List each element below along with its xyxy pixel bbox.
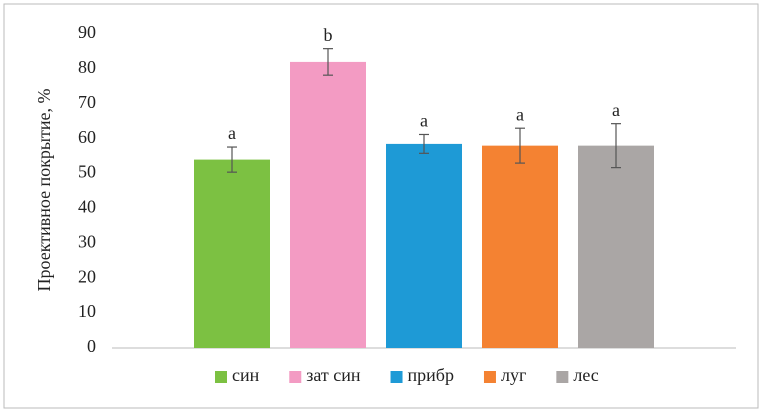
y-tick-label: 10 <box>78 301 96 321</box>
y-tick-label: 20 <box>78 266 96 286</box>
significance-letter: a <box>612 100 620 120</box>
legend-label: лес <box>573 365 598 385</box>
legend-swatch <box>556 371 569 383</box>
y-tick-label: 40 <box>78 197 96 217</box>
bar <box>482 145 558 348</box>
legend-label: прибр <box>408 365 454 385</box>
significance-letter: a <box>516 104 524 124</box>
legend-label: зат син <box>306 365 361 385</box>
y-tick-label: 60 <box>78 127 96 147</box>
significance-letter: a <box>420 111 428 131</box>
bar <box>386 143 462 348</box>
y-tick-label: 50 <box>78 162 96 182</box>
bar <box>578 145 654 348</box>
legend-swatch <box>483 371 496 383</box>
significance-letter: b <box>324 25 333 45</box>
y-tick-label: 30 <box>78 231 96 251</box>
y-tick-label: 90 <box>78 22 96 42</box>
y-tick-label: 0 <box>87 336 96 356</box>
y-tick-label: 70 <box>78 92 96 112</box>
chart-border <box>3 3 759 409</box>
bar <box>194 159 270 348</box>
legend-label: луг <box>501 365 526 385</box>
legend-swatch <box>289 371 302 383</box>
legend-swatch <box>390 371 403 383</box>
y-tick-label: 80 <box>78 57 96 77</box>
legend-label: син <box>232 365 260 385</box>
significance-letter: a <box>228 123 236 143</box>
bar <box>290 61 366 349</box>
y-axis-label: Проективное покрытие, % <box>34 88 54 291</box>
legend-swatch <box>215 371 227 383</box>
